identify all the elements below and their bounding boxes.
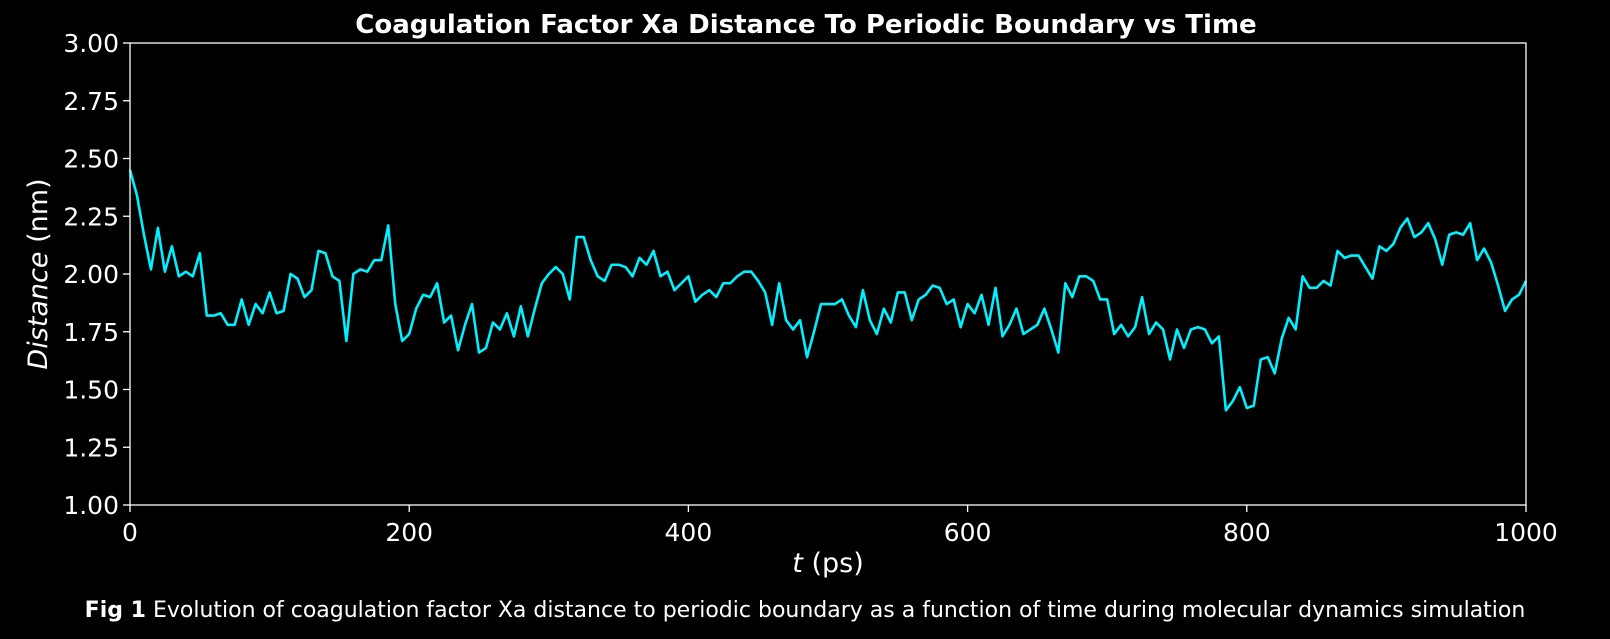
figure-caption: Fig 1 Evolution of coagulation factor Xa…	[0, 598, 1610, 623]
plot-frame	[129, 42, 1527, 506]
y-tick-label: 2.00	[63, 260, 119, 289]
x-axis-label: t (ps)	[792, 548, 863, 579]
figure-label: Fig 1	[84, 598, 146, 623]
y-axis-ticks: 1.00 1.25 1.50 1.75 2.00 2.25 2.50 2.75 3.00	[63, 29, 130, 520]
y-tick-label: 2.25	[63, 202, 119, 231]
y-tick-label: 1.25	[63, 433, 119, 462]
y-axis-label: Distance (nm)	[23, 178, 54, 369]
x-tick-label: 200	[385, 518, 433, 547]
x-tick-label: 400	[665, 518, 713, 547]
x-tick-label: 1000	[1494, 518, 1558, 547]
y-tick-label: 2.50	[63, 145, 119, 174]
x-tick-label: 800	[1223, 518, 1271, 547]
line-chart: Coagulation Factor Xa Distance To Period…	[23, 10, 1558, 579]
x-tick-label: 600	[944, 518, 992, 547]
chart-title: Coagulation Factor Xa Distance To Period…	[355, 10, 1256, 40]
y-tick-label: 1.00	[63, 491, 119, 520]
y-tick-label: 1.50	[63, 376, 119, 405]
x-tick-label: 0	[122, 518, 138, 547]
y-tick-label: 1.75	[63, 318, 119, 347]
y-tick-label: 2.75	[63, 87, 119, 116]
y-tick-label: 3.00	[63, 29, 119, 58]
x-axis-ticks: 0 200 400 600 800 1000	[122, 505, 1558, 547]
distance-series-line	[128, 169, 1528, 412]
figure-caption-text: Evolution of coagulation factor Xa dista…	[145, 598, 1526, 623]
